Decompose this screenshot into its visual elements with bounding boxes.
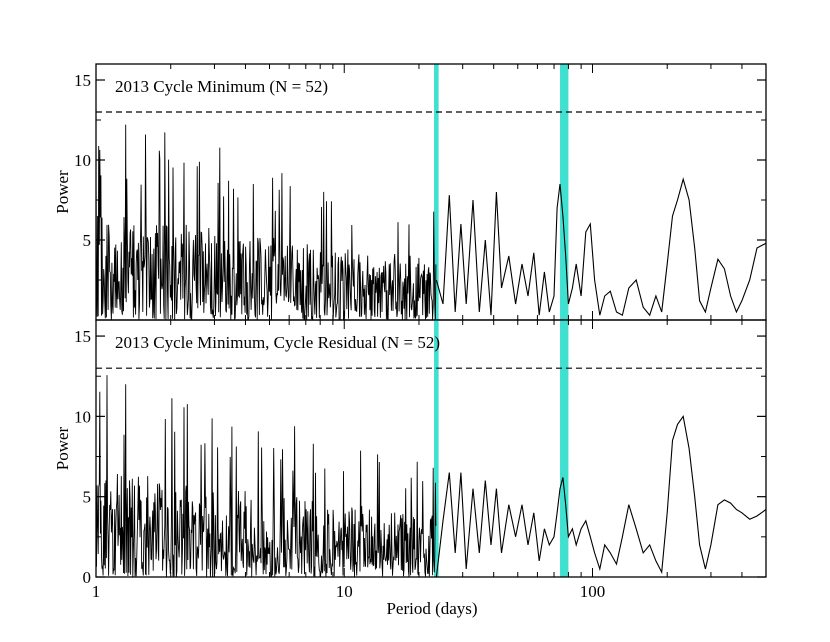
y-tick-label: 5 (83, 231, 92, 250)
shaded-band-1 (434, 320, 439, 577)
shaded-band-2 (560, 320, 569, 577)
power-series-line-1 (435, 415, 766, 577)
y-axis-title: Power (53, 426, 72, 470)
x-tick-label: 10 (336, 582, 353, 601)
panel-bottom: 0 5 10 15 Power 2013 Cycle Minimum, Cycle Res… (53, 319, 767, 587)
x-tick-label: 100 (580, 582, 606, 601)
shaded-band-1 (434, 64, 439, 320)
panel-title: 2013 Cycle Minimum (N = 52) (115, 77, 328, 96)
y-axis-title: Power (53, 170, 72, 214)
y-tick-label: 10 (74, 407, 91, 426)
x-tick-label: 1 (92, 582, 101, 601)
y-tick-label: 0 (83, 568, 92, 587)
x-axis: 1 10 100 (92, 582, 605, 601)
power-series-line-1 (435, 177, 766, 317)
plot-frame (95, 319, 767, 578)
shaded-band-2 (560, 64, 569, 320)
y-tick-label: 10 (74, 151, 91, 170)
power-noise-line (96, 124, 437, 320)
y-tick-label: 5 (83, 488, 92, 507)
panel-title: 2013 Cycle Minimum, Cycle Residual (N = … (115, 333, 440, 352)
y-tick-label: 15 (74, 71, 91, 90)
y-tick-label: 15 (74, 327, 91, 346)
power-noise-line (96, 375, 437, 577)
x-axis-title: Period (days) (386, 599, 477, 618)
panel-top: 5 10 15 Power 2013 Cycle Minimum (N = 52) (53, 63, 767, 321)
